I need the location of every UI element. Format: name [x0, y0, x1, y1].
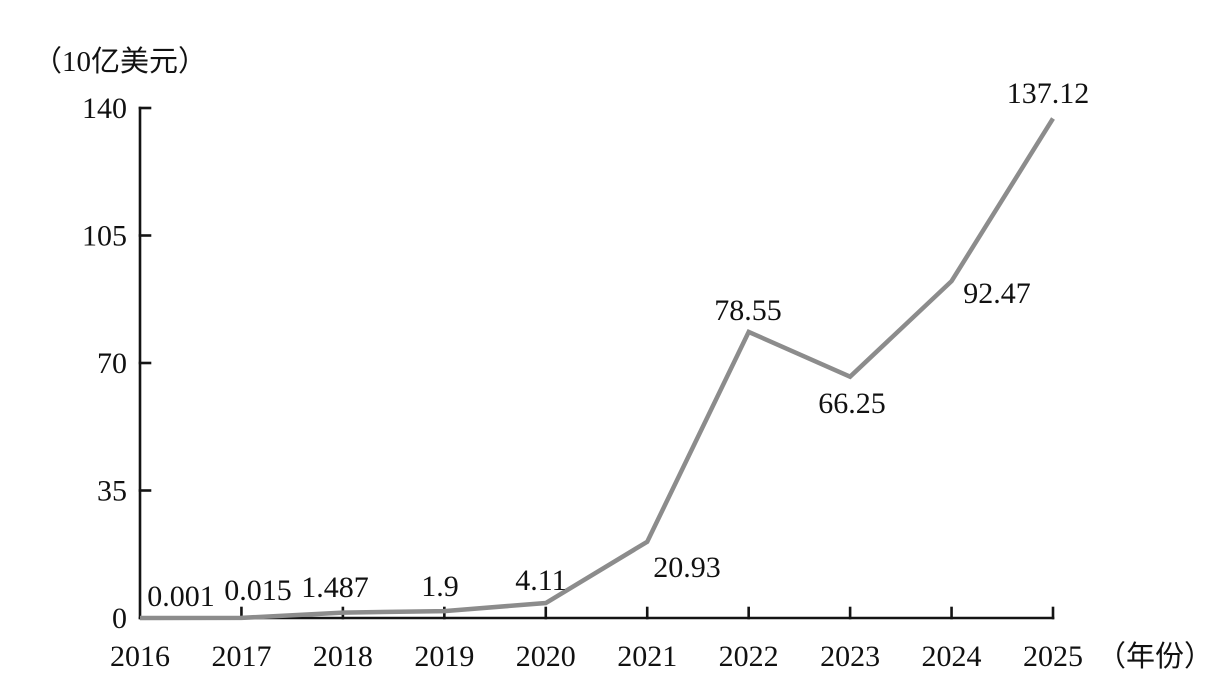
y-tick-label: 35	[97, 475, 127, 508]
data-point-label: 66.25	[818, 387, 886, 420]
data-series-layer	[139, 117, 1055, 621]
y-axis-unit-label: （10亿美元）	[33, 45, 207, 78]
y-tick-label: 0	[112, 602, 127, 635]
data-point-label: 1.9	[421, 570, 459, 603]
x-tick-label: 2022	[719, 640, 779, 673]
data-point-label: 0.015	[224, 574, 292, 607]
data-polyline	[139, 117, 1055, 621]
data-point-label: 92.47	[963, 277, 1031, 310]
x-tick-label: 2019	[414, 640, 474, 673]
y-tick-label: 140	[82, 92, 127, 125]
x-tick-label: 2020	[516, 640, 576, 673]
y-tick-label: 105	[82, 220, 127, 253]
data-point-label: 0.001	[147, 580, 215, 613]
x-tick-label: 2024	[922, 640, 982, 673]
data-point-label: 78.55	[714, 294, 782, 327]
data-labels-layer: 0.001 0.015 1.487 1.9 4.11 20.93 78.55 66.25 92.…	[147, 77, 1089, 613]
x-tick-label: 2025	[1023, 640, 1083, 673]
x-tick-label: 2016	[110, 640, 170, 673]
y-tick-label: 70	[97, 347, 127, 380]
data-point-label: 20.93	[653, 551, 721, 584]
x-axis-unit-label: （年份）	[1097, 640, 1213, 673]
x-tick-label: 2017	[211, 640, 271, 673]
x-tick-label: 2021	[617, 640, 677, 673]
data-point-label: 4.11	[515, 564, 566, 597]
x-tick-label: 2023	[820, 640, 880, 673]
data-point-label: 1.487	[301, 571, 369, 604]
x-tick-label: 2018	[313, 640, 373, 673]
data-point-label: 137.12	[1007, 77, 1090, 110]
